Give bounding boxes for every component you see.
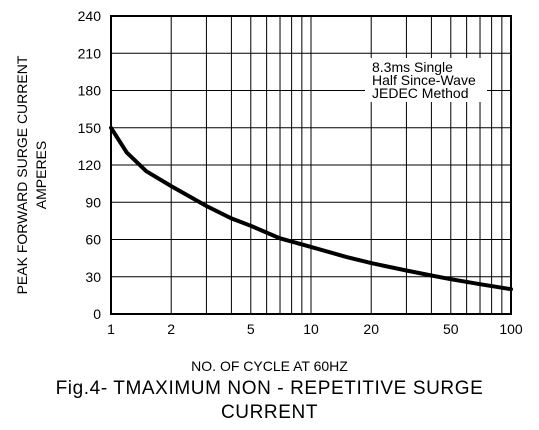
grid-lines xyxy=(111,15,511,315)
jedec-annotation: 8.3ms Single Half Since-Wave JEDEC Metho… xyxy=(365,58,487,102)
y-axis-label-line2: AMPERES xyxy=(33,141,49,209)
x-tick-label: 2 xyxy=(167,321,175,337)
x-tick-label: 10 xyxy=(303,321,319,337)
y-axis-label: PEAK FORWARD SURGE CURRENT AMPERES xyxy=(14,55,49,294)
plot-frame xyxy=(110,15,512,315)
figure-caption-line1: Fig.4- TMAXIMUM NON - REPETITIVE SURGE xyxy=(55,378,484,399)
annotation-line3: JEDEC Method xyxy=(372,85,468,101)
x-tick-label: 100 xyxy=(499,321,523,337)
y-tick-label: 30 xyxy=(85,269,101,285)
y-tick-labels: 0 30 60 90 120 150 180 210 240 xyxy=(78,8,102,322)
y-tick-label: 150 xyxy=(78,120,102,136)
y-tick-label: 60 xyxy=(85,232,101,248)
x-tick-labels: 1 2 5 10 20 50 100 xyxy=(107,321,523,337)
y-tick-label: 180 xyxy=(78,83,102,99)
surge-current-curve xyxy=(109,125,513,292)
annotation-line2: Half Since-Wave xyxy=(372,72,476,88)
x-tick-label: 1 xyxy=(107,321,115,337)
figure-caption-line2: CURRENT xyxy=(220,402,319,423)
y-tick-label: 90 xyxy=(85,194,101,210)
x-tick-label: 5 xyxy=(247,321,255,337)
annotation-line1: 8.3ms Single xyxy=(372,59,453,75)
y-tick-label: 0 xyxy=(93,306,101,322)
y-axis-label-line1: PEAK FORWARD SURGE CURRENT xyxy=(14,55,30,294)
x-tick-label: 50 xyxy=(443,321,459,337)
y-tick-label: 210 xyxy=(78,45,102,61)
y-tick-label: 120 xyxy=(78,157,102,173)
surge-current-chart: 0 30 60 90 120 150 180 210 240 1 2 5 10 20 50 100 PEAK… xyxy=(14,8,523,337)
x-axis-label: NO. OF CYCLE AT 60HZ xyxy=(191,358,348,374)
annotation-backing xyxy=(365,58,487,102)
x-tick-label: 20 xyxy=(363,321,379,337)
y-tick-label: 240 xyxy=(78,8,102,24)
